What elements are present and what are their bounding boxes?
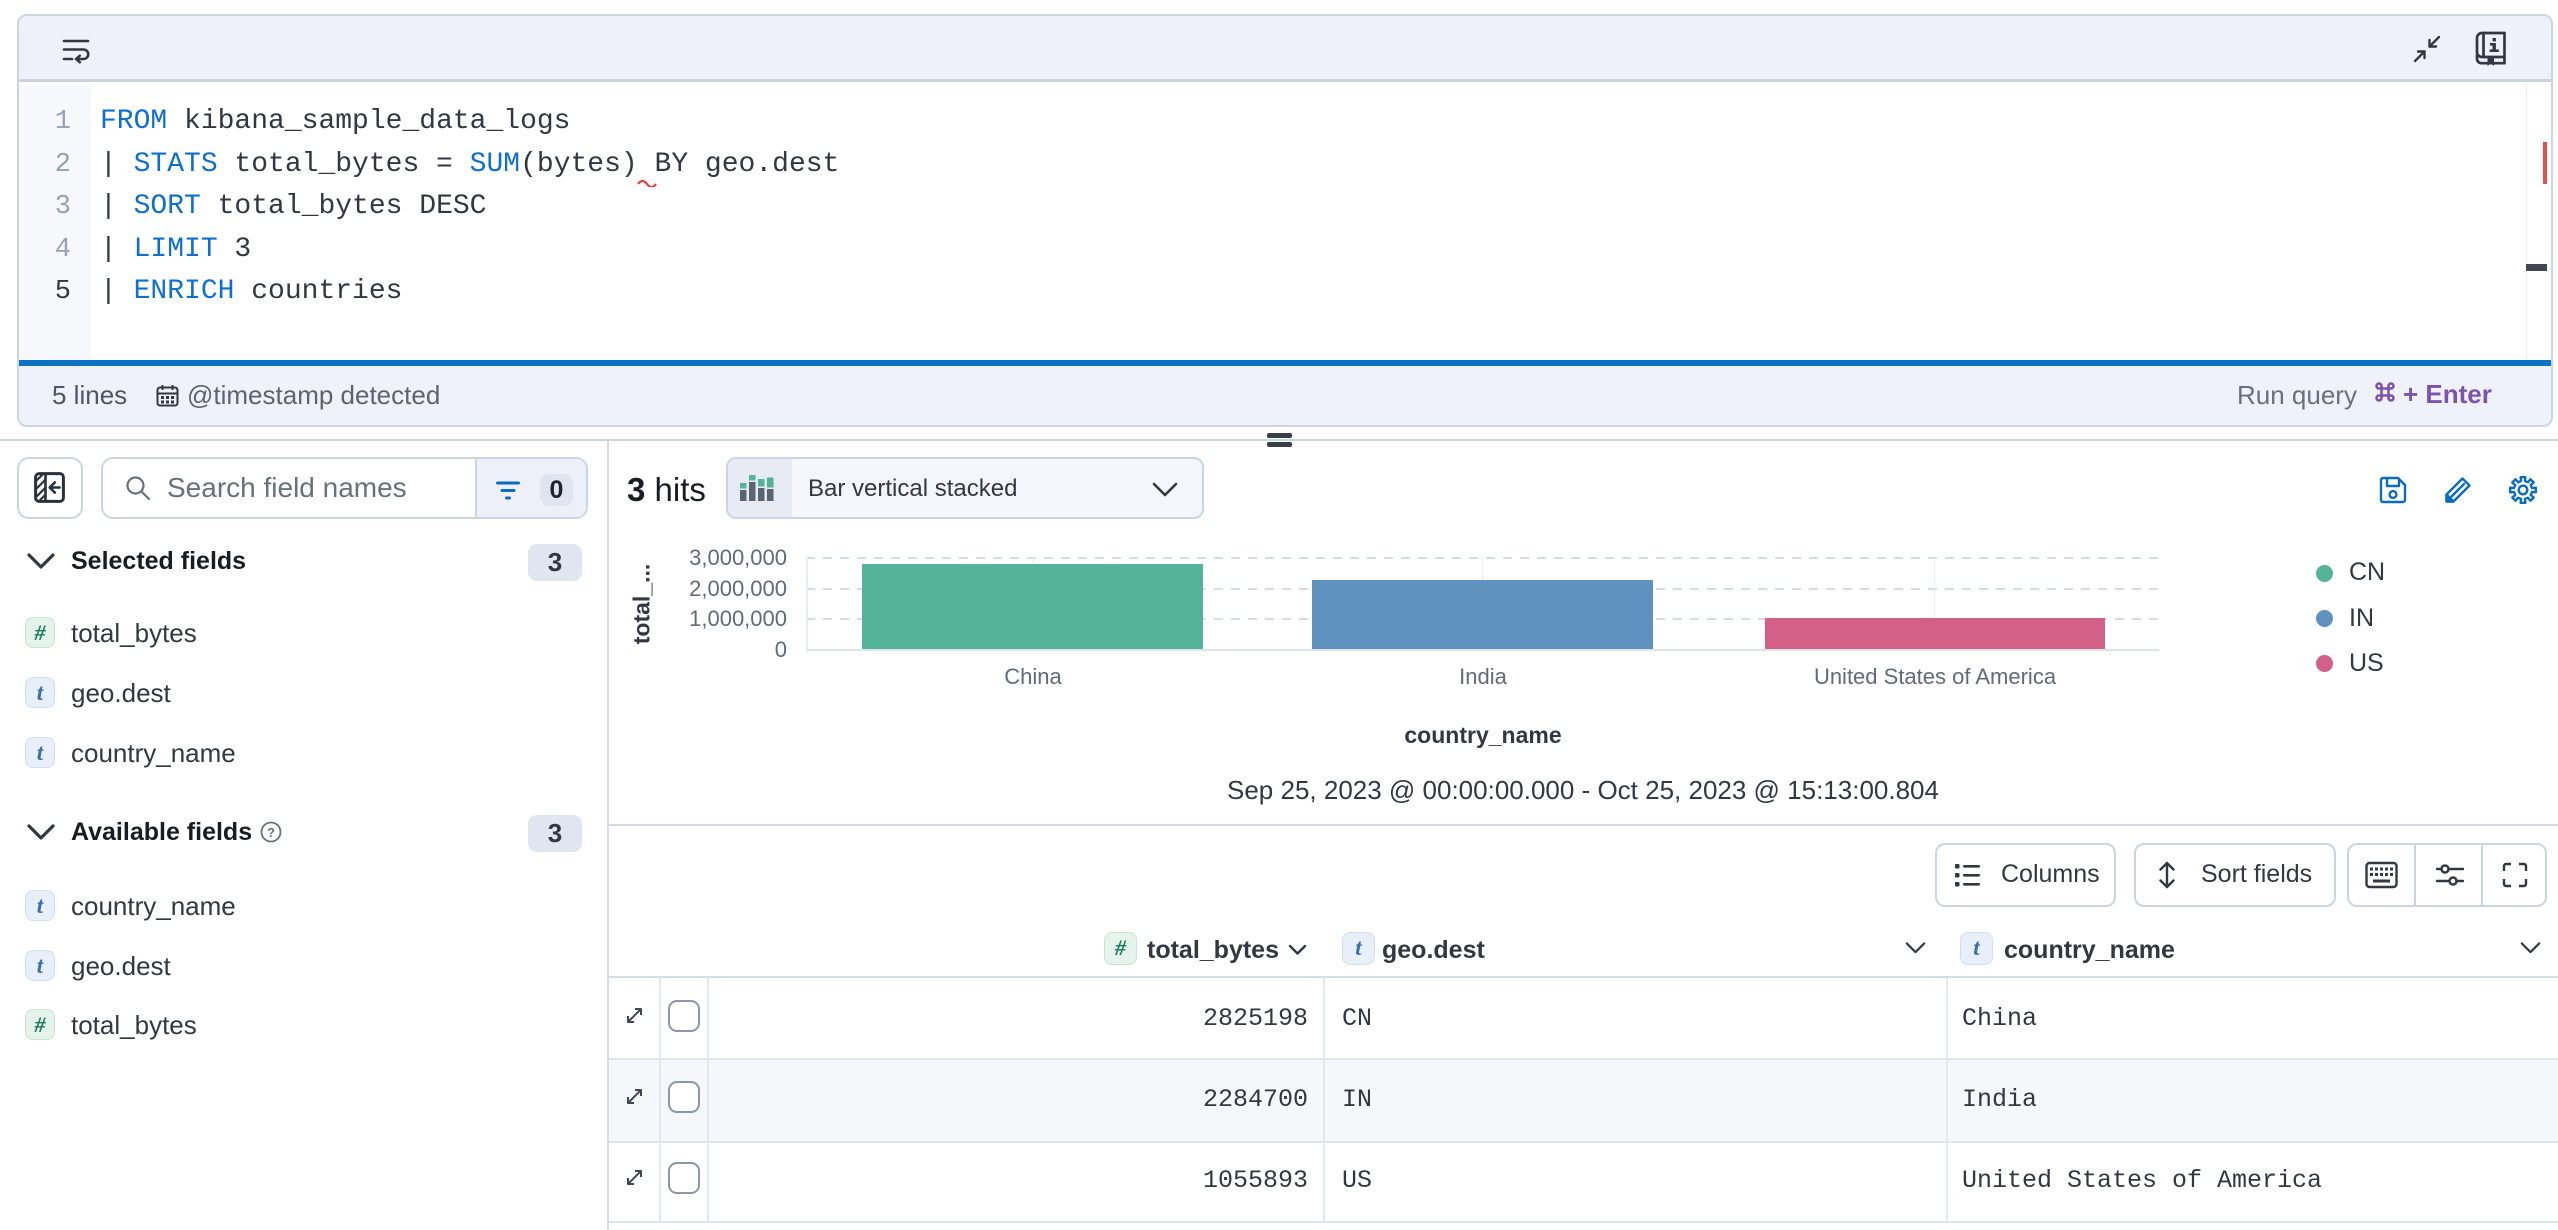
- svg-text:?: ?: [267, 825, 275, 840]
